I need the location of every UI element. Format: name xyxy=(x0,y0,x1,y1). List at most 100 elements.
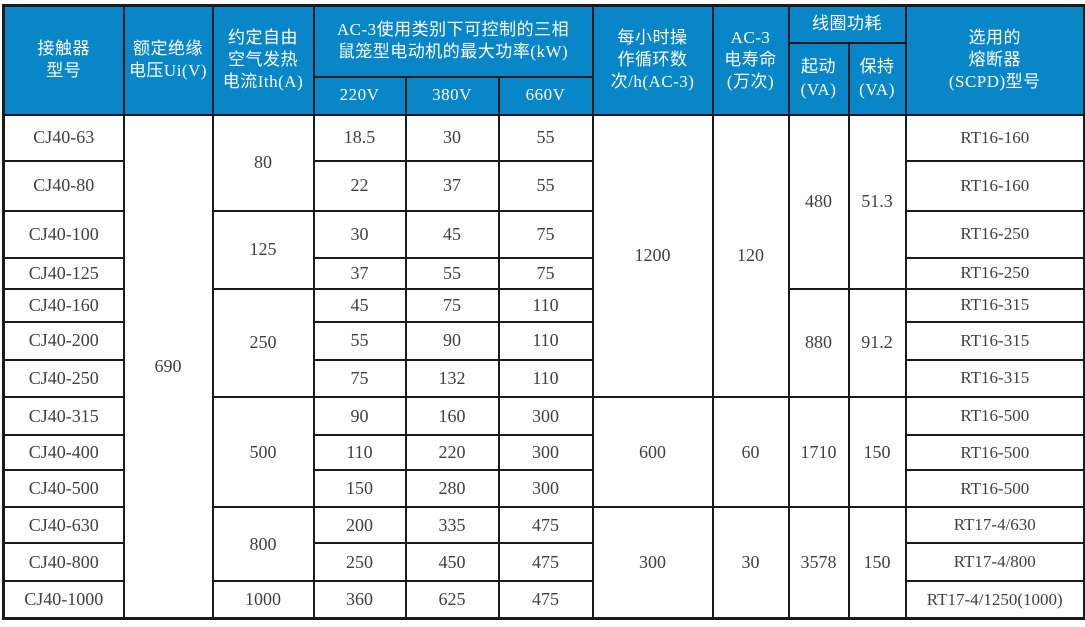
power-380v-cell: 450 xyxy=(404,542,500,583)
table-row: CJ40-125 37 55 75 RT16-250 xyxy=(2,256,1085,290)
table-row: CJ40-100 125 30 45 75 RT16-250 xyxy=(2,209,1085,290)
power-220v-cell: 55 xyxy=(312,320,407,361)
header-ac3-power-group: AC-3使用类别下可控制的三相 鼠笼型电动机的最大功率(kW) xyxy=(312,4,594,78)
power-380v-cell: 90 xyxy=(404,320,500,361)
table-row: CJ40-63 690 80 18.5 30 55 1200 120 480 5… xyxy=(2,113,1085,620)
fuse-model-cell: RT16-315 xyxy=(904,358,1085,398)
hold-va-cell: 91.2 xyxy=(847,287,907,398)
fuse-model-cell: RT17-4/630 xyxy=(904,506,1085,545)
power-220v-cell: 110 xyxy=(312,434,407,472)
fuse-model-cell: RT16-500 xyxy=(904,469,1085,509)
power-660v-cell: 475 xyxy=(497,542,594,583)
life-cell: 30 xyxy=(711,506,790,620)
power-220v-cell: 90 xyxy=(312,395,407,437)
power-660v-cell: 300 xyxy=(497,395,594,437)
header-hold-va: 保持 (VA) xyxy=(847,41,907,116)
table-row: CJ40-160 250 45 75 110 880 91.2 RT16-315 xyxy=(2,287,1085,398)
power-220v-cell: 200 xyxy=(312,506,407,545)
header-coil-power-group: 线圈功耗 xyxy=(787,4,907,44)
header-start-va: 起动 (VA) xyxy=(787,41,850,116)
header-660v: 660V xyxy=(497,75,594,116)
cycles-cell: 1200 xyxy=(591,113,714,398)
table-row: CJ40-500 150 280 300 RT16-500 xyxy=(2,469,1085,509)
contactor-model-cell: CJ40-80 xyxy=(2,159,125,212)
header-insulation-voltage: 额定绝缘 电压Ui(V) xyxy=(122,4,214,116)
cycles-cell: 600 xyxy=(591,395,714,509)
insulation-voltage-cell: 690 xyxy=(122,113,214,620)
life-cell: 60 xyxy=(711,395,790,509)
fuse-model-cell: RT16-315 xyxy=(904,287,1085,323)
cycles-cell: 300 xyxy=(591,506,714,620)
power-660v-cell: 110 xyxy=(497,320,594,361)
contactor-model-cell: CJ40-315 xyxy=(2,395,125,437)
thermal-current-cell: 500 xyxy=(211,395,315,509)
power-380v-cell: 335 xyxy=(404,506,500,545)
hold-va-cell: 150 xyxy=(847,395,907,509)
table-row: CJ40-400 110 220 300 RT16-500 xyxy=(2,434,1085,472)
fuse-model-cell: RT16-500 xyxy=(904,434,1085,472)
hold-va-cell: 150 xyxy=(847,506,907,620)
contactor-model-cell: CJ40-63 xyxy=(2,113,125,162)
power-220v-cell: 150 xyxy=(312,469,407,509)
power-660v-cell: 110 xyxy=(497,287,594,323)
table-row: CJ40-250 75 132 110 RT16-315 xyxy=(2,358,1085,398)
header-220v: 220V xyxy=(312,75,407,116)
power-380v-cell: 220 xyxy=(404,434,500,472)
power-380v-cell: 132 xyxy=(404,358,500,398)
power-220v-cell: 45 xyxy=(312,287,407,323)
table-row: CJ40-1000 1000 360 625 475 RT17-4/1250(1… xyxy=(2,580,1085,620)
contactor-model-cell: CJ40-250 xyxy=(2,358,125,398)
fuse-model-cell: RT16-250 xyxy=(904,209,1085,259)
fuse-model-cell: RT16-250 xyxy=(904,256,1085,290)
table-row: CJ40-200 55 90 110 RT16-315 xyxy=(2,320,1085,361)
power-660v-cell: 300 xyxy=(497,469,594,509)
power-220v-cell: 37 xyxy=(312,256,407,290)
power-660v-cell: 475 xyxy=(497,580,594,620)
power-660v-cell: 75 xyxy=(497,209,594,259)
contactor-spec-table: 接触器 型号 额定绝缘 电压Ui(V) 约定自由 空气发热 电流Ith(A) A… xyxy=(2,4,1085,620)
power-660v-cell: 55 xyxy=(497,113,594,162)
fuse-model-cell: RT16-500 xyxy=(904,395,1085,437)
header-thermal-current: 约定自由 空气发热 电流Ith(A) xyxy=(211,4,315,116)
fuse-model-cell: RT17-4/800 xyxy=(904,542,1085,583)
header-model: 接触器 型号 xyxy=(2,4,125,116)
life-cell: 120 xyxy=(711,113,790,398)
contactor-model-cell: CJ40-160 xyxy=(2,287,125,323)
start-va-cell: 880 xyxy=(787,287,850,398)
power-380v-cell: 75 xyxy=(404,287,500,323)
start-va-cell: 1710 xyxy=(787,395,850,509)
power-380v-cell: 37 xyxy=(404,159,500,212)
power-660v-cell: 55 xyxy=(497,159,594,212)
contactor-model-cell: CJ40-100 xyxy=(2,209,125,259)
power-380v-cell: 160 xyxy=(404,395,500,437)
power-380v-cell: 45 xyxy=(404,209,500,259)
fuse-model-cell: RT16-160 xyxy=(904,113,1085,162)
power-220v-cell: 360 xyxy=(312,580,407,620)
power-220v-cell: 75 xyxy=(312,358,407,398)
contactor-model-cell: CJ40-200 xyxy=(2,320,125,361)
power-660v-cell: 75 xyxy=(497,256,594,290)
header-electrical-life: AC-3 电寿命 (万次) xyxy=(711,4,790,116)
power-220v-cell: 18.5 xyxy=(312,113,407,162)
contactor-model-cell: CJ40-630 xyxy=(2,506,125,545)
power-220v-cell: 30 xyxy=(312,209,407,259)
power-220v-cell: 250 xyxy=(312,542,407,583)
thermal-current-cell: 800 xyxy=(211,506,315,583)
table-row: CJ40-800 250 450 475 RT17-4/800 xyxy=(2,542,1085,583)
power-380v-cell: 280 xyxy=(404,469,500,509)
fuse-model-cell: RT16-160 xyxy=(904,159,1085,212)
fuse-model-cell: RT17-4/1250(1000) xyxy=(904,580,1085,620)
thermal-current-cell: 1000 xyxy=(211,580,315,620)
table-row: CJ40-80 22 37 55 RT16-160 xyxy=(2,159,1085,212)
header-380v: 380V xyxy=(404,75,500,116)
contactor-model-cell: CJ40-125 xyxy=(2,256,125,290)
power-660v-cell: 300 xyxy=(497,434,594,472)
fuse-model-cell: RT16-315 xyxy=(904,320,1085,361)
power-220v-cell: 22 xyxy=(312,159,407,212)
contactor-model-cell: CJ40-800 xyxy=(2,542,125,583)
thermal-current-cell: 125 xyxy=(211,209,315,290)
power-660v-cell: 475 xyxy=(497,506,594,545)
contactor-model-cell: CJ40-500 xyxy=(2,469,125,509)
power-380v-cell: 55 xyxy=(404,256,500,290)
